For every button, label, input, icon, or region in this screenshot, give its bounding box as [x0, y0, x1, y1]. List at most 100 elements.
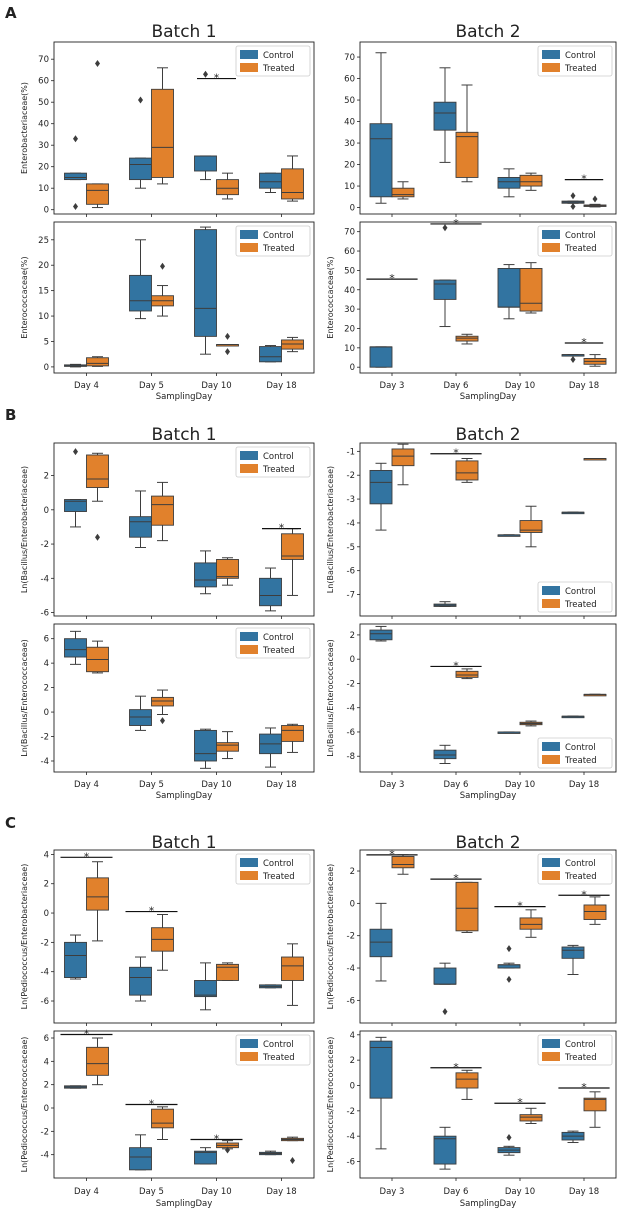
- y-tick-label: 0: [350, 204, 355, 214]
- y-tick-label: 30: [344, 305, 355, 315]
- box-body: [129, 966, 152, 996]
- box-treated: [216, 731, 239, 760]
- legend-swatch-control: [240, 632, 258, 641]
- box-body: [369, 469, 393, 505]
- legend-swatch-treated: [542, 1052, 560, 1061]
- axes-frame: [53, 41, 315, 215]
- y-tick-label: 4: [44, 1057, 49, 1067]
- legend-swatch-treated: [542, 63, 560, 72]
- y-axis-label: Ln(Bacillus/Enterobacteriaceae): [326, 466, 335, 593]
- y-tick-label: 0: [44, 909, 49, 919]
- outlier-point: [506, 1133, 512, 1141]
- y-tick-label: 0: [350, 899, 355, 909]
- legend: Control Treated: [537, 737, 613, 769]
- batch-title: Batch 2: [455, 22, 520, 42]
- legend-label-control: Control: [263, 452, 294, 462]
- box-treated: [86, 1037, 109, 1086]
- y-tick-label: 10: [344, 344, 355, 354]
- x-tick-label: Day 18: [569, 1187, 599, 1197]
- significance-asterisk: *: [214, 72, 220, 85]
- box-body: [259, 577, 282, 607]
- x-tick-label: Day 6: [444, 381, 469, 391]
- y-tick-label: 0: [44, 708, 49, 718]
- significance-asterisk: *: [279, 522, 285, 535]
- box-control: [64, 363, 87, 368]
- legend: Control Treated: [537, 853, 613, 885]
- legend-swatch-control: [542, 50, 560, 59]
- box-control: [561, 1130, 585, 1144]
- box-treated: [455, 1069, 479, 1100]
- y-axis-label: Enterococcaceae(%): [326, 256, 335, 338]
- box-treated: [86, 60, 109, 209]
- y-tick-label: 60: [38, 77, 49, 87]
- box-body: [497, 176, 521, 189]
- y-axis-label: Enterococcaceae(%): [20, 256, 29, 338]
- y-tick-label: -2: [347, 1107, 355, 1117]
- batch-title: Batch 1: [151, 425, 216, 445]
- y-tick-label: 2: [350, 631, 355, 641]
- box-body: [194, 729, 217, 762]
- box-body: [583, 904, 607, 920]
- significance-asterisk: *: [453, 1061, 459, 1074]
- box-body: [259, 172, 282, 189]
- axes-frame: [53, 849, 315, 1024]
- box-treated: [281, 155, 304, 202]
- axes-frame: [53, 623, 315, 773]
- y-tick-label: -4: [41, 968, 49, 978]
- y-axis-label: Ln(Bacillus/Enterococcaceae): [20, 639, 29, 757]
- x-axis-label: SamplingDay: [460, 392, 517, 402]
- subplot: -6 -4 -2 0 2 Ln(Bacillus/Enterobacteriaceae) *…: [20, 442, 315, 619]
- subplot: -8 -6 -4 -2 0 2 Ln(Bacillus/Enterococcaceae) Da…: [326, 623, 617, 801]
- significance-asterisk: *: [453, 659, 459, 672]
- axes-frame: [359, 221, 617, 374]
- box-treated: [216, 557, 239, 586]
- significance-asterisk: *: [389, 272, 395, 285]
- legend-label-treated: Treated: [564, 64, 597, 74]
- legend: Control Treated: [537, 1034, 613, 1066]
- box-treated: [455, 458, 479, 483]
- box-control: [259, 984, 282, 989]
- panel-label: C: [5, 814, 16, 832]
- outlier-point: [138, 96, 143, 104]
- outlier-point: [160, 262, 165, 270]
- box-control: [259, 1150, 282, 1156]
- box-treated: [151, 1106, 174, 1140]
- box-body: [86, 877, 109, 911]
- box-treated: [216, 1140, 239, 1154]
- box-treated: [519, 720, 543, 727]
- panel-B: B Batch 1 Batch 2 -6 -4 -2 0 2 Ln(Bacillus/Enter…: [5, 406, 617, 801]
- box-body: [151, 1108, 174, 1129]
- x-tick-label: Day 10: [201, 780, 231, 790]
- legend-swatch-control: [542, 230, 560, 239]
- box-treated: [583, 1091, 607, 1128]
- legend-label-treated: Treated: [262, 64, 295, 74]
- legend: Control Treated: [235, 1034, 311, 1066]
- box-body: [519, 520, 543, 533]
- y-tick-label: 70: [344, 53, 355, 63]
- legend-label-control: Control: [565, 743, 596, 753]
- outlier-point: [73, 448, 78, 456]
- y-axis-label: Ln(Pediococcus/Enterococcaceae): [20, 1037, 29, 1173]
- y-tick-label: -2: [347, 932, 355, 942]
- legend-label-control: Control: [565, 231, 596, 241]
- box-control: [369, 625, 393, 642]
- legend-swatch-control: [240, 858, 258, 867]
- y-tick-label: 10: [344, 182, 355, 192]
- significance-asterisk: *: [453, 217, 459, 230]
- y-axis-label: Ln(Pediococcus/Enterococcaceae): [326, 1037, 335, 1173]
- box-control: [433, 962, 457, 1016]
- legend-swatch-treated: [542, 755, 560, 764]
- box-treated: [519, 909, 543, 938]
- outlier-point: [225, 1146, 230, 1154]
- box-control: [64, 135, 87, 210]
- legend-label-treated: Treated: [262, 1053, 295, 1063]
- box-body: [216, 179, 239, 196]
- y-tick-label: 4: [350, 1031, 355, 1041]
- box-treated: [151, 914, 174, 971]
- y-tick-label: 6: [44, 1034, 49, 1044]
- y-axis-label: Ln(Bacillus/Enterobacteriaceae): [20, 466, 29, 593]
- y-tick-label: 50: [344, 266, 355, 276]
- x-tick-label: Day 6: [444, 1187, 469, 1197]
- legend: Control Treated: [537, 581, 613, 613]
- subplot: -6 -4 -2 0 2 Ln(Pediococcus/Enterobacteriacea…: [326, 848, 617, 1026]
